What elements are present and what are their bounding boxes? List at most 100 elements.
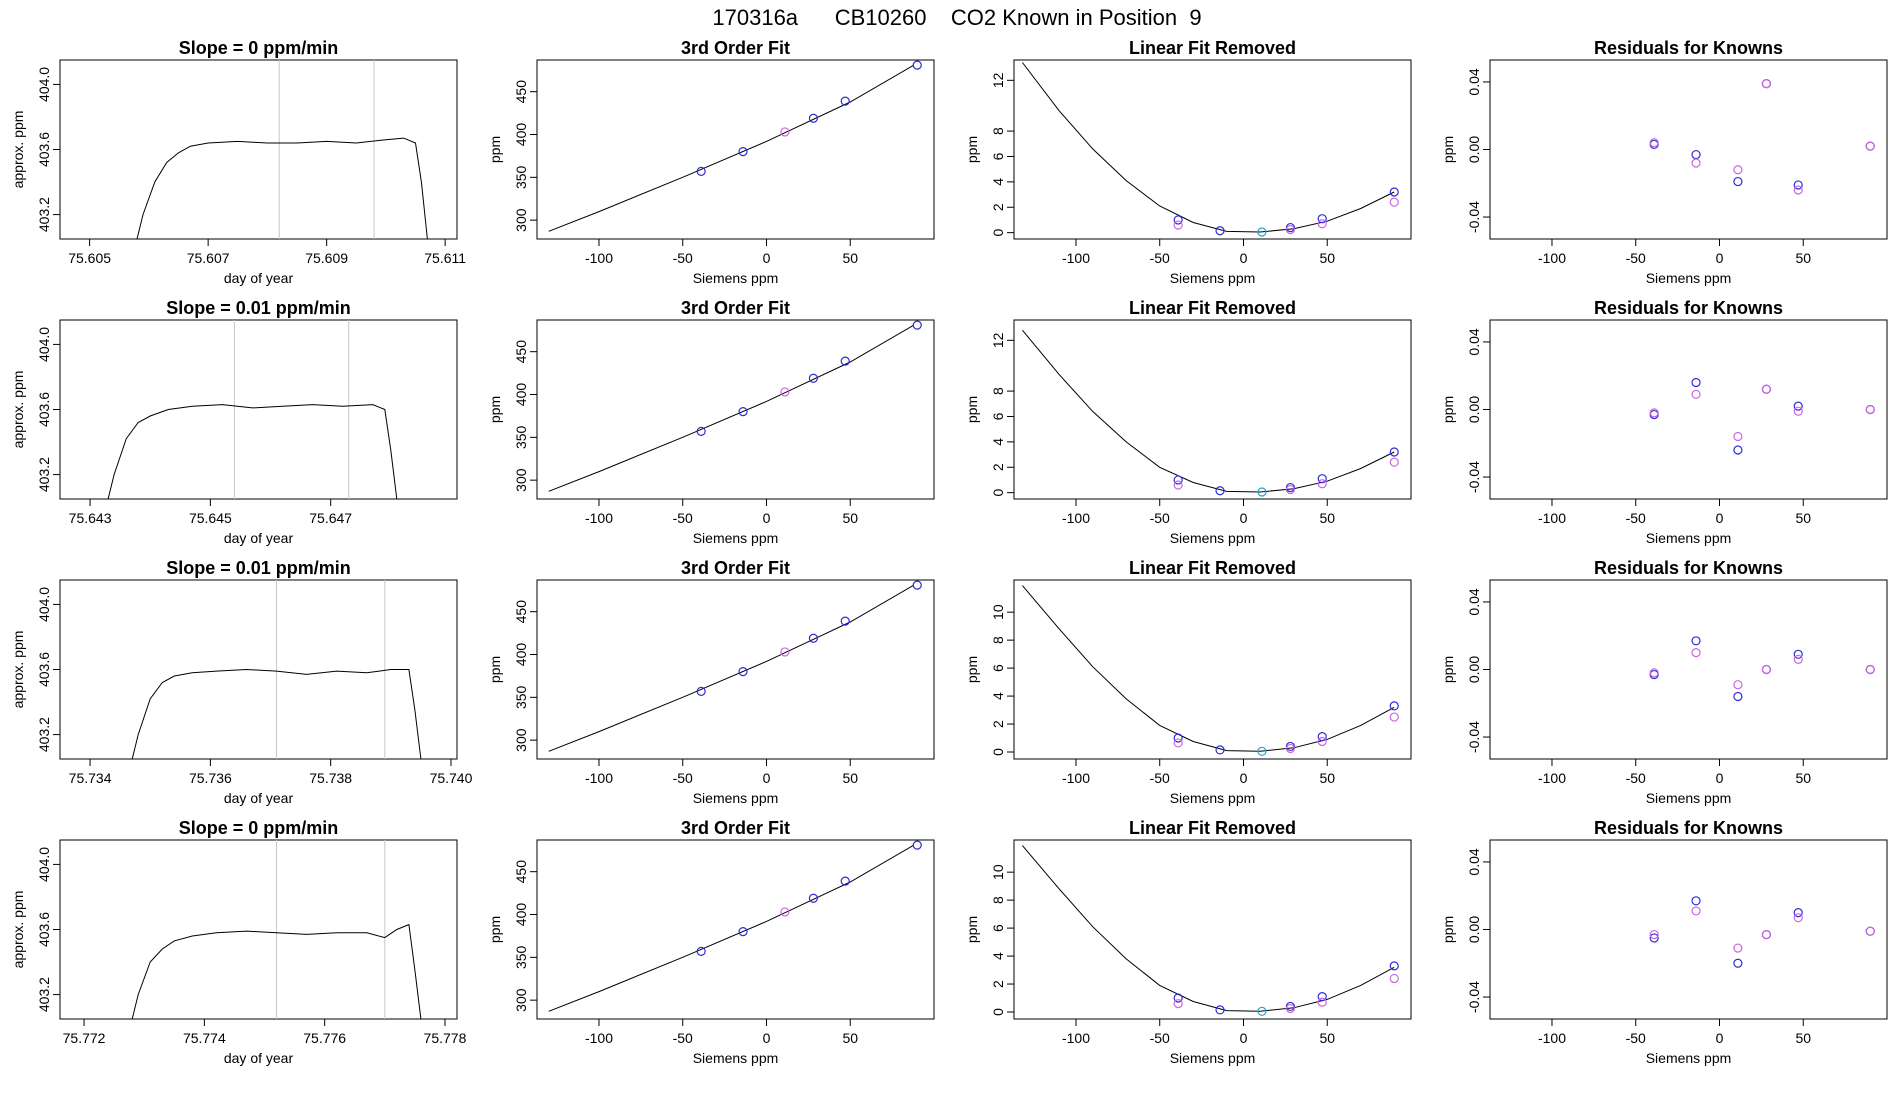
- x-tick-label: -50: [673, 1030, 693, 1046]
- data-point: [1761, 384, 1771, 394]
- y-tick-label: 300: [513, 728, 529, 752]
- y-tick-label: 300: [513, 988, 529, 1012]
- data-point: [1649, 933, 1659, 943]
- y-tick-label: 400: [513, 903, 529, 927]
- linear-removed-panel-row-4: Linear Fit Removed -100 -50 0 50 0 2 4 6 8 10 Sieme…: [964, 818, 1412, 1066]
- x-axis-label: Siemens ppm: [693, 530, 779, 546]
- x-tick-label: 0: [1240, 250, 1248, 266]
- ppm-trace: [107, 404, 398, 499]
- data-point: [1173, 738, 1183, 748]
- y-tick-label: 0: [990, 489, 1006, 497]
- panel-title: Slope = 0 ppm/min: [179, 818, 339, 838]
- plot-area: [1022, 845, 1399, 1016]
- y-axis-label: ppm: [964, 916, 980, 943]
- plot-area: [548, 840, 922, 1012]
- data-point: [738, 407, 748, 417]
- plot-frame: [1013, 59, 1412, 240]
- y-tick-label: 6: [990, 664, 1006, 672]
- y-tick-label: 8: [990, 127, 1006, 135]
- panel-title: Slope = 0.01 ppm/min: [166, 558, 351, 578]
- data-point: [696, 426, 706, 436]
- x-tick-label: -50: [673, 250, 693, 266]
- fit-panel-row-3: 3rd Order Fit -100 -50 0 50 300 350 400 450 Sieme…: [487, 558, 935, 806]
- y-tick-label: 6: [990, 924, 1006, 932]
- x-tick-label: -50: [1626, 250, 1646, 266]
- x-tick-label: 0: [1716, 510, 1724, 526]
- y-tick-label: 2: [990, 720, 1006, 728]
- x-axis-label: day of year: [224, 270, 294, 286]
- x-tick-label: 0: [1240, 510, 1248, 526]
- ppm-trace: [131, 923, 422, 1019]
- data-point: [1317, 992, 1327, 1002]
- y-tick-label: 0.04: [1466, 848, 1482, 875]
- data-point: [1285, 743, 1295, 754]
- y-axis-label: ppm: [964, 136, 980, 163]
- data-point: [738, 667, 748, 677]
- x-tick-label: -100: [1538, 510, 1566, 526]
- x-axis-label: Siemens ppm: [693, 1050, 779, 1066]
- data-point: [1865, 404, 1875, 415]
- y-tick-label: 450: [513, 600, 529, 624]
- panel-title: Residuals for Knowns: [1594, 818, 1783, 838]
- fit-curve: [1022, 62, 1395, 233]
- plot-area: [107, 320, 398, 499]
- ppm-trace: [131, 668, 422, 759]
- data-point: [696, 946, 706, 956]
- fit-curve: [548, 844, 915, 1012]
- data-point: [808, 893, 818, 903]
- data-point: [912, 320, 922, 330]
- x-tick-label: 75.734: [69, 770, 112, 786]
- data-point: [780, 647, 790, 657]
- plot-frame: [1489, 579, 1888, 760]
- x-tick-label: 75.776: [303, 1030, 346, 1046]
- x-axis-label: Siemens ppm: [1646, 270, 1732, 286]
- data-point: [1317, 479, 1327, 489]
- data-point: [1733, 943, 1743, 953]
- y-tick-label: 0: [990, 229, 1006, 237]
- plot-area: [1022, 62, 1399, 237]
- data-point: [1793, 185, 1803, 195]
- x-tick-label: 50: [1319, 510, 1335, 526]
- data-point: [1215, 486, 1225, 496]
- plot-area: [548, 60, 922, 232]
- y-tick-label: 404.0: [36, 847, 52, 882]
- x-tick-label: 0: [763, 770, 771, 786]
- y-tick-label: 0: [990, 748, 1006, 756]
- x-tick-label: 50: [842, 250, 858, 266]
- data-point: [1285, 224, 1295, 235]
- y-tick-label: 0: [990, 1008, 1006, 1016]
- y-tick-label: 8: [990, 636, 1006, 644]
- y-tick-label: 450: [513, 340, 529, 364]
- data-point: [1691, 377, 1701, 388]
- timeseries-panel-row-2: Slope = 0.01 ppm/min 75.643 75.645 75.647 40…: [10, 298, 458, 546]
- y-axis-label: ppm: [1440, 656, 1456, 683]
- plot-area: [1022, 585, 1399, 756]
- timeseries-panel-row-1: Slope = 0 ppm/min 75.605 75.607 75.609 75.61…: [10, 38, 466, 286]
- panel-title: Residuals for Knowns: [1594, 558, 1783, 578]
- data-point: [1257, 227, 1267, 237]
- plot-frame: [59, 319, 458, 500]
- y-tick-label: 400: [513, 383, 529, 407]
- fit-curve: [548, 324, 915, 492]
- y-axis-label: ppm: [964, 656, 980, 683]
- data-point: [1691, 149, 1701, 160]
- panel-title: Residuals for Knowns: [1594, 38, 1783, 58]
- y-axis-label: ppm: [1440, 136, 1456, 163]
- y-axis-label: ppm: [487, 136, 503, 163]
- data-point: [780, 907, 790, 917]
- fit-curve: [1022, 329, 1395, 493]
- y-tick-label: 0.00: [1466, 656, 1482, 683]
- y-tick-label: 0.00: [1466, 396, 1482, 423]
- y-tick-label: 0.04: [1466, 68, 1482, 95]
- fit-curve: [548, 584, 915, 752]
- x-axis-label: Siemens ppm: [693, 790, 779, 806]
- plot-area: [548, 580, 922, 752]
- plot-frame: [1013, 579, 1412, 760]
- x-tick-label: -100: [1062, 250, 1090, 266]
- data-point: [1285, 222, 1295, 233]
- x-tick-label: 0: [763, 1030, 771, 1046]
- x-tick-label: 50: [1319, 770, 1335, 786]
- data-point: [1733, 958, 1743, 968]
- data-point: [1389, 197, 1399, 207]
